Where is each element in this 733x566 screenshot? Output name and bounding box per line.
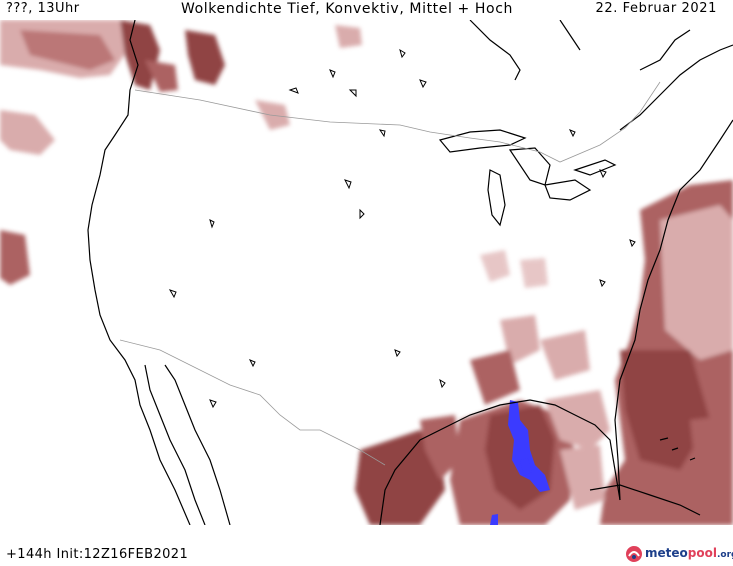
logo-text-pool: pool	[687, 546, 717, 560]
cloud-cover-map	[0, 20, 733, 525]
cloud-layer	[0, 20, 733, 525]
meteopool-logo[interactable]: meteopool.org	[625, 544, 733, 564]
forecast-date: 22. Februar 2021	[595, 1, 717, 16]
footer-bar: +144h Init:12Z16FEB2021 meteopool.org	[0, 525, 733, 566]
logo-text-org: .org	[716, 550, 733, 560]
map-title: Wolkendichte Tief, Konvektiv, Mittel + H…	[181, 1, 513, 17]
forecast-init-label: +144h Init:12Z16FEB2021	[6, 547, 189, 562]
logo-text-meteo: meteo	[645, 546, 688, 560]
small-lakes	[168, 48, 636, 409]
borders	[119, 81, 661, 466]
convective-cells	[490, 400, 550, 525]
valid-time-label: ???, 13Uhr	[6, 1, 80, 16]
header-bar: ???, 13Uhr Wolkendichte Tief, Konvektiv,…	[0, 0, 733, 20]
meteopool-logo-icon	[626, 546, 642, 562]
coastlines	[87, 20, 733, 525]
